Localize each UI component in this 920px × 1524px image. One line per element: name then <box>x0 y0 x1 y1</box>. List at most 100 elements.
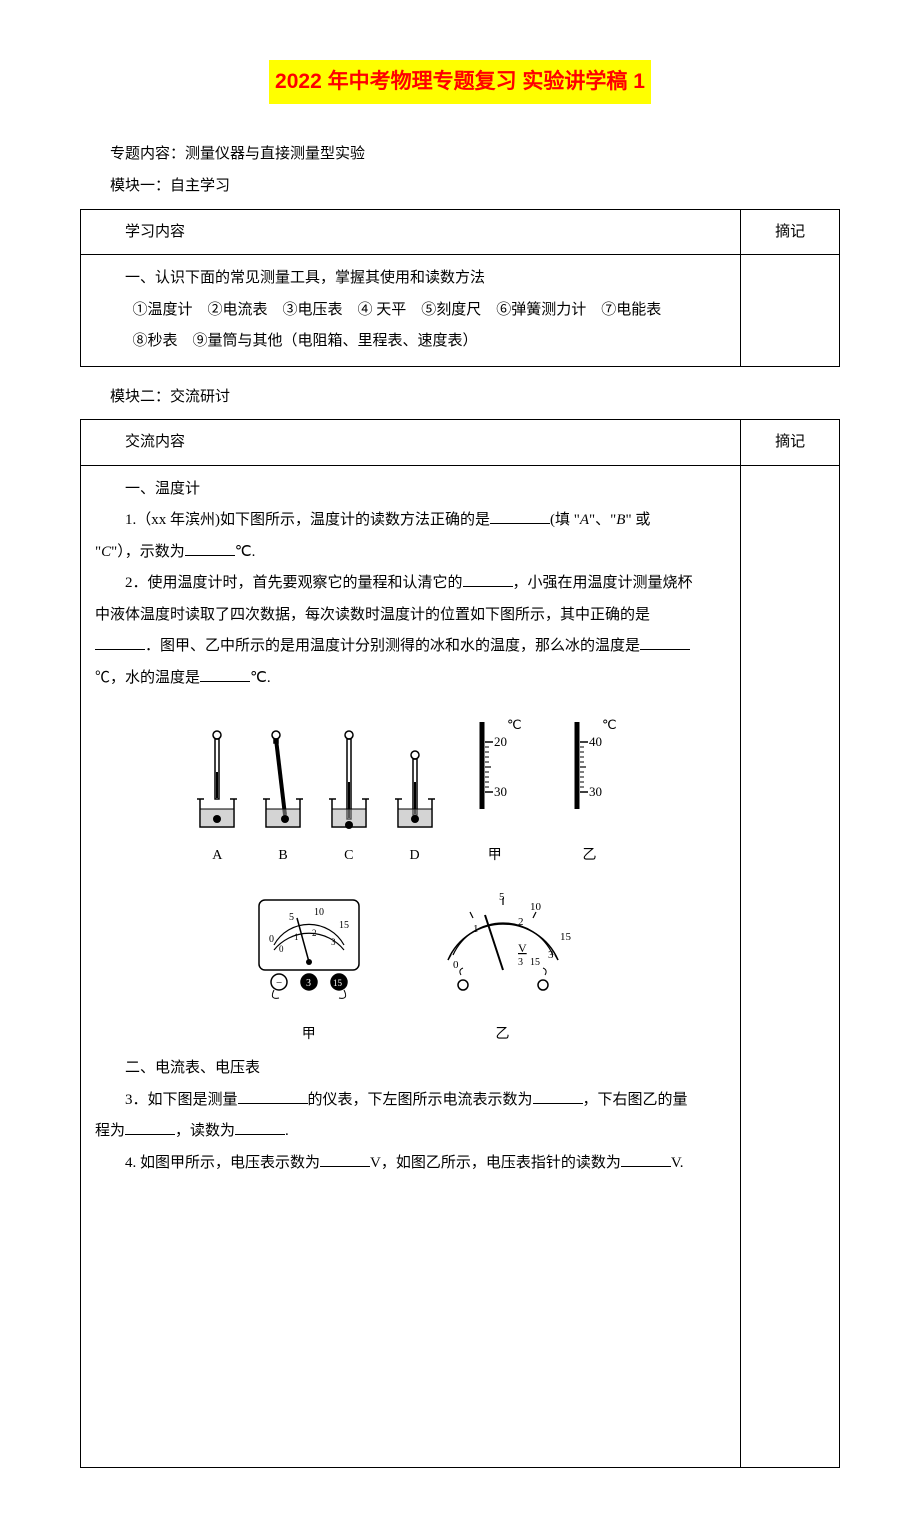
q1-q2: " 或 <box>625 512 650 528</box>
svg-text:−: − <box>276 977 282 989</box>
svg-text:3: 3 <box>331 937 336 947</box>
svg-text:5: 5 <box>289 912 294 923</box>
q2-line2: 中液体温度时读取了四次数据，每次读数时温度计的位置如下图所示，其中正确的是 <box>95 600 726 632</box>
thermo-yi-label: 乙 <box>562 841 617 870</box>
table1-header-main: 学习内容 <box>81 209 741 255</box>
svg-text:15: 15 <box>530 957 540 968</box>
beaker-c-svg <box>324 727 374 837</box>
ammeter-label: 甲 <box>239 1020 379 1049</box>
q3-line2: 程为，读数为. <box>95 1116 726 1148</box>
q1-q1: "、" <box>589 512 616 528</box>
table2-content: 一、温度计 1.（xx 年滨州)如下图所示，温度计的读数方法正确的是(填 "A"… <box>81 465 741 1467</box>
q1-pre: 1.（xx 年滨州)如下图所示，温度计的读数方法正确的是 <box>125 512 490 528</box>
q2: 2．使用温度计时，首先要观察它的量程和认清它的 ，小强在用温度计测量烧杯 <box>95 568 726 600</box>
svg-text:10: 10 <box>530 901 542 913</box>
blank <box>640 635 690 650</box>
svg-text:℃: ℃ <box>507 717 522 732</box>
table2-header-notes: 摘记 <box>741 420 840 466</box>
svg-text:0: 0 <box>269 934 274 945</box>
svg-text:1: 1 <box>473 923 479 935</box>
table1-content: 一、认识下面的常见测量工具，掌握其使用和读数方法 ①温度计 ②电流表 ③电压表 … <box>81 255 741 367</box>
q2-l3-mid: ．图甲、乙中所示的是用温度计分别测得的冰和水的温度，那么冰的温度是 <box>145 638 640 654</box>
beaker-d-svg <box>390 727 440 837</box>
table2-header-main: 交流内容 <box>81 420 741 466</box>
svg-text:0: 0 <box>279 944 284 954</box>
section2-title: 二、电流表、电压表 <box>95 1053 726 1085</box>
subtitle: 专题内容：测量仪器与直接测量型实验 <box>80 140 840 169</box>
q3: 3．如下图是测量 的仪表，下左图所示电流表示数为 ，下右图乙的量 <box>95 1085 726 1117</box>
q2-pre: 2．使用温度计时，首先要观察它的量程和认清它的 <box>125 575 463 591</box>
q1-mid: (填 " <box>550 512 580 528</box>
ammeter: 0 5 10 15 0 1 2 3 − 3 <box>239 890 379 1049</box>
svg-text:3: 3 <box>548 949 554 961</box>
table1-header-notes: 摘记 <box>741 209 840 255</box>
blank <box>185 541 235 556</box>
voltmeter: 5 10 15 0 1 2 3 V 3 15 <box>423 890 583 1049</box>
q2-l4-pre: ℃，水的温度是 <box>95 670 200 686</box>
svg-text:5: 5 <box>499 891 505 903</box>
q3-l2-end: . <box>285 1123 289 1139</box>
blank <box>235 1120 285 1135</box>
table1-line2: ①温度计 ②电流表 ③电压表 ④ 天平 ⑤刻度尺 ⑥弹簧测力计 ⑦电能表 <box>95 295 726 327</box>
svg-text:V: V <box>518 941 527 955</box>
beaker-b: B <box>258 727 308 870</box>
blank <box>621 1152 671 1167</box>
beaker-c-label: C <box>324 841 374 870</box>
blank <box>238 1089 308 1104</box>
q2-mid: ，小强在用温度计测量烧杯 <box>513 575 693 591</box>
beaker-a-label: A <box>192 841 242 870</box>
blank <box>200 667 250 682</box>
q3-mid1: 的仪表，下左图所示电流表示数为 <box>308 1092 533 1108</box>
table1-notes-cell <box>741 255 840 367</box>
voltmeter-label: 乙 <box>423 1020 583 1049</box>
q1-a: A <box>580 512 589 528</box>
q1: 1.（xx 年滨州)如下图所示，温度计的读数方法正确的是(填 "A"、"B" 或 <box>95 505 726 537</box>
svg-text:40: 40 <box>589 734 602 749</box>
svg-text:℃: ℃ <box>602 717 617 732</box>
svg-text:1: 1 <box>294 932 299 942</box>
q1-l2-mid: "），示数为 <box>111 544 185 560</box>
module2-label: 模块二：交流研讨 <box>80 383 840 412</box>
page-title: 2022 年中考物理专题复习 实验讲学稿 1 <box>269 60 651 104</box>
svg-text:3: 3 <box>518 957 523 968</box>
blank <box>463 572 513 587</box>
thermo-jia-label: 甲 <box>467 841 522 870</box>
svg-text:10: 10 <box>314 907 324 918</box>
q3-mid2: ，下右图乙的量 <box>583 1092 688 1108</box>
beaker-c: C <box>324 727 374 870</box>
svg-text:0: 0 <box>453 959 459 971</box>
thermometer-jia: ℃ 20 30 甲 <box>467 714 522 870</box>
q2-line3: ．图甲、乙中所示的是用温度计分别测得的冰和水的温度，那么冰的温度是 <box>95 631 726 663</box>
voltmeter-svg: 5 10 15 0 1 2 3 V 3 15 <box>423 890 583 1005</box>
q2-l4-end: ℃. <box>250 670 271 686</box>
spacer <box>95 1179 726 1459</box>
beaker-d-label: D <box>390 841 440 870</box>
beaker-b-svg <box>258 727 308 837</box>
figure-meters: 0 5 10 15 0 1 2 3 − 3 <box>95 890 726 1049</box>
blank <box>320 1152 370 1167</box>
svg-text:15: 15 <box>560 931 572 943</box>
blank <box>533 1089 583 1104</box>
beaker-b-label: B <box>258 841 308 870</box>
q1-line2: "C"），示数为℃. <box>95 537 726 569</box>
beaker-d: D <box>390 727 440 870</box>
q4-end: V. <box>671 1155 684 1171</box>
thermo-jia-svg: ℃ 20 30 <box>467 714 522 824</box>
svg-text:30: 30 <box>494 784 507 799</box>
q1-unit: ℃. <box>235 544 256 560</box>
q4-mid: V，如图乙所示，电压表指针的读数为 <box>370 1155 621 1171</box>
blank <box>490 509 550 524</box>
svg-text:15: 15 <box>339 920 349 931</box>
blank <box>125 1120 175 1135</box>
table-module2: 交流内容 摘记 一、温度计 1.（xx 年滨州)如下图所示，温度计的读数方法正确… <box>80 419 840 1468</box>
thermometer-yi: ℃ 40 30 乙 <box>562 714 617 870</box>
thermo-yi-svg: ℃ 40 30 <box>562 714 617 824</box>
ammeter-svg: 0 5 10 15 0 1 2 3 − 3 <box>239 890 379 1005</box>
svg-text:2: 2 <box>312 928 317 938</box>
svg-text:3: 3 <box>306 978 311 989</box>
q1-c: C <box>101 544 111 560</box>
beaker-a-svg <box>192 727 242 837</box>
q3-pre: 3．如下图是测量 <box>125 1092 238 1108</box>
svg-text:2: 2 <box>518 916 524 928</box>
module1-label: 模块一：自主学习 <box>80 172 840 201</box>
